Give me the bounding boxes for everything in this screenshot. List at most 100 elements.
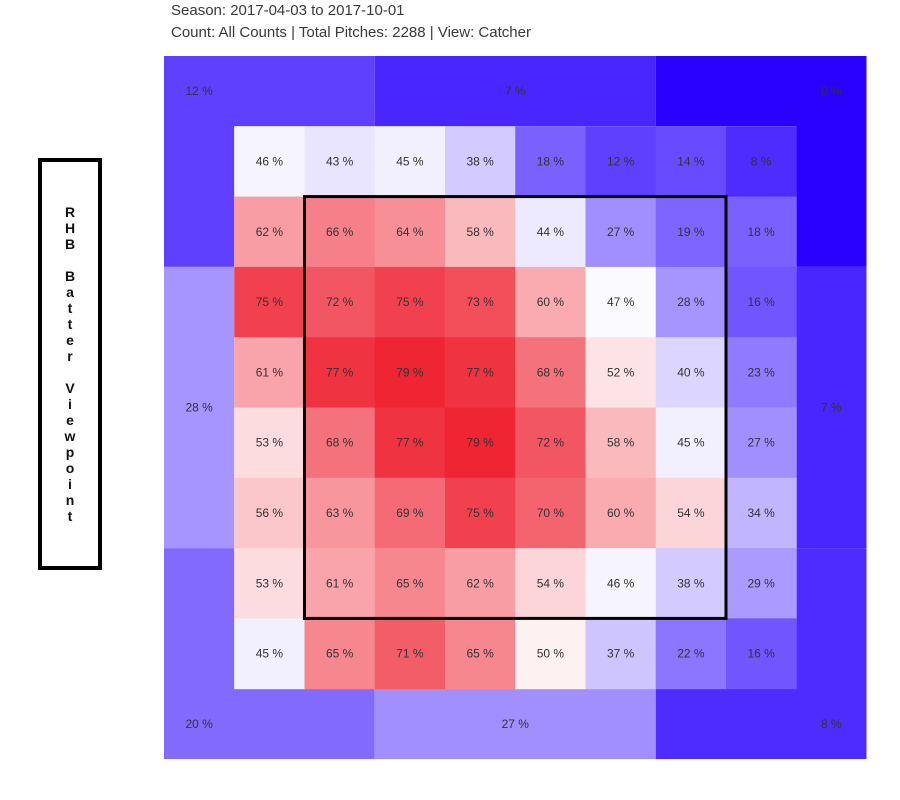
zone-cell-label: 62 % — [466, 576, 494, 590]
zone-cell-label: 54 % — [677, 506, 705, 520]
zone-cell-r4-c7 — [655, 337, 727, 408]
zone-cell-r2-c8 — [726, 196, 797, 268]
zone-cell-r3-c5 — [515, 266, 586, 338]
zone-cell-r8-c5 — [515, 618, 586, 690]
zone-cell-r7-c3 — [374, 548, 446, 619]
zone-cell-label: 14 % — [677, 154, 705, 168]
chart-subtitle: Count: All Counts | Total Pitches: 2288 … — [171, 24, 531, 41]
zone-cell-r7-c7 — [655, 548, 727, 619]
zone-cell-r2-c7 — [655, 196, 727, 268]
zone-cell-label: 79 % — [396, 365, 424, 379]
zone-cell-r3-c6 — [585, 266, 657, 338]
zone-cell-r3-c4 — [445, 266, 516, 338]
zone-cell-r1-c7 — [655, 126, 727, 198]
zone-cell-r8-c2 — [304, 618, 376, 690]
zone-cell-label: 75 % — [396, 295, 424, 309]
zone-cell-r5-c5 — [515, 407, 586, 479]
zone-cell-r3-c1 — [234, 266, 305, 338]
zone-cell-r5-c3 — [374, 407, 446, 479]
zone-cell-r8-c7 — [655, 618, 727, 690]
zone-cell-label: 65 % — [326, 647, 354, 661]
zone-cell-r1-c4 — [445, 126, 516, 198]
zone-cell-r8-c8 — [726, 618, 797, 690]
zone-cell-label: 38 % — [466, 154, 494, 168]
zone-cell-r7-c5 — [515, 548, 586, 619]
zone-cell-r4-c5 — [515, 337, 586, 408]
batter-viewpoint-label: R H B B a t t e r V i e w p o i n t — [64, 204, 76, 524]
zone-cell-label: 22 % — [677, 647, 705, 661]
zone-cell-r8-c6 — [585, 618, 657, 690]
zone-cell-label: 60 % — [537, 295, 565, 309]
zone-cell-r5-c1 — [234, 407, 305, 479]
outer-zone-label-bottom-right: 8 % — [821, 717, 842, 731]
zone-cell-r6-c1 — [234, 477, 305, 549]
zone-cell-r4-c4 — [445, 337, 516, 408]
zone-cell-label: 34 % — [747, 506, 775, 520]
zone-cell-label: 66 % — [326, 225, 354, 239]
zone-cell-label: 53 % — [256, 576, 284, 590]
zone-cell-r2-c3 — [374, 196, 446, 268]
zone-cell-label: 65 % — [466, 647, 494, 661]
zone-cell-r6-c6 — [585, 477, 657, 549]
zone-cell-r6-c5 — [515, 477, 586, 549]
zone-cell-r4-c3 — [374, 337, 446, 408]
zone-cell-r4-c6 — [585, 337, 657, 408]
zone-cell-label: 71 % — [396, 647, 424, 661]
zone-cell-label: 73 % — [466, 295, 494, 309]
zone-cell-label: 75 % — [466, 506, 494, 520]
outer-zone-bottom-center — [374, 688, 656, 759]
zone-cell-r8-c3 — [374, 618, 446, 690]
outer-zone-label-middle-left: 28 % — [185, 401, 213, 415]
zone-cell-r7-c8 — [726, 548, 797, 619]
zone-cell-label: 52 % — [607, 365, 635, 379]
zone-cell-label: 75 % — [256, 295, 284, 309]
zone-cell-r5-c6 — [585, 407, 657, 479]
zone-cell-label: 12 % — [607, 154, 635, 168]
zone-cell-r5-c4 — [445, 407, 516, 479]
zone-cell-label: 58 % — [466, 225, 494, 239]
zone-cell-label: 77 % — [466, 365, 494, 379]
zone-cell-r7-c1 — [234, 548, 305, 619]
batter-viewpoint-box: R H B B a t t e r V i e w p o i n t — [38, 158, 102, 570]
zone-cell-label: 64 % — [396, 225, 424, 239]
zone-cell-r3-c7 — [655, 266, 727, 338]
zone-cell-label: 40 % — [677, 365, 705, 379]
zone-cell-label: 79 % — [466, 436, 494, 450]
zone-cell-label: 45 % — [396, 154, 424, 168]
zone-cell-label: 69 % — [396, 506, 424, 520]
zone-cell-label: 77 % — [396, 436, 424, 450]
outer-zone-middle-right — [796, 266, 867, 549]
zone-cell-label: 27 % — [747, 436, 775, 450]
zone-cell-r4-c1 — [234, 337, 305, 408]
zone-cell-label: 28 % — [677, 295, 705, 309]
zone-cell-label: 63 % — [326, 506, 354, 520]
zone-cell-r6-c8 — [726, 477, 797, 549]
zone-cell-label: 72 % — [326, 295, 354, 309]
zone-cell-r5-c2 — [304, 407, 376, 479]
zone-cell-label: 60 % — [607, 506, 635, 520]
zone-cell-label: 62 % — [256, 225, 284, 239]
zone-cell-label: 46 % — [607, 576, 635, 590]
zone-cell-r2-c2 — [304, 196, 376, 268]
outer-zone-label-top-right: 0 % — [821, 84, 842, 98]
zone-cell-label: 23 % — [747, 365, 775, 379]
zone-cell-r5-c7 — [655, 407, 727, 479]
zone-cell-label: 8 % — [751, 154, 772, 168]
zone-cell-r3-c2 — [304, 266, 376, 338]
outer-zone-middle-left — [164, 266, 235, 549]
outer-zone-top-left — [164, 56, 375, 267]
zone-cell-label: 18 % — [537, 154, 565, 168]
zone-cell-r3-c3 — [374, 266, 446, 338]
zone-cell-label: 27 % — [607, 225, 635, 239]
zone-cell-r7-c6 — [585, 548, 657, 619]
zone-cell-r1-c6 — [585, 126, 657, 198]
zone-cell-label: 16 % — [747, 295, 775, 309]
zone-cell-r6-c7 — [655, 477, 727, 549]
zone-cell-label: 50 % — [537, 647, 565, 661]
zone-cell-r4-c8 — [726, 337, 797, 408]
zone-cell-r1-c2 — [304, 126, 376, 198]
zone-cell-r3-c8 — [726, 266, 797, 338]
outer-zone-label-middle-right: 7 % — [821, 401, 842, 415]
zone-cell-label: 72 % — [537, 436, 565, 450]
